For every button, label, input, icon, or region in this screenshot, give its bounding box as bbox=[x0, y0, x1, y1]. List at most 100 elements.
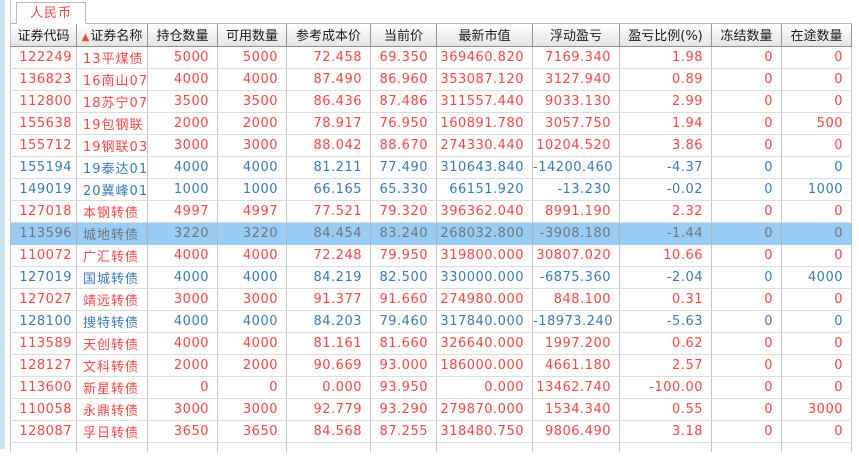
table-row[interactable]: 113600 新星转债 0 0 0.000 93.950 0.000 13462.740 -10… bbox=[10, 376, 852, 399]
column-header-pl_pct[interactable]: 盈亏比例(%) bbox=[619, 24, 712, 47]
cell-position: 2000 bbox=[147, 112, 218, 135]
cell-position: 0 bbox=[147, 376, 218, 399]
cell-pl: 9033.130 bbox=[532, 90, 620, 113]
table-row[interactable]: 128087 孚日转债 3650 3650 84.568 87.255 318480.750… bbox=[10, 420, 852, 443]
column-header-label: 浮动盈亏 bbox=[549, 29, 602, 45]
cell-code: 127027 bbox=[10, 288, 77, 311]
column-header-position[interactable]: 持仓数量 bbox=[147, 24, 218, 47]
cell-available: 4000 bbox=[217, 310, 287, 333]
cell-in_transit: 0 bbox=[781, 90, 852, 113]
column-header-available[interactable]: 可用数量 bbox=[217, 24, 287, 47]
cell-code: 113596 bbox=[10, 222, 77, 245]
cell-code: 128087 bbox=[10, 420, 77, 443]
table-row[interactable]: 128100 搜特转债 4000 4000 84.203 79.460 317840.000… bbox=[10, 310, 852, 333]
table-row[interactable]: 128127 文科转债 2000 2000 90.669 93.000 186000.000… bbox=[10, 354, 852, 377]
column-header-name[interactable]: ▲证券名称 bbox=[76, 24, 148, 47]
cell-code: 112800 bbox=[10, 90, 77, 113]
cell-pl: 7169.340 bbox=[532, 46, 620, 69]
table-row[interactable]: 155638 19包钢联 2000 2000 78.917 76.950 160891.78… bbox=[10, 112, 852, 135]
table-row[interactable]: 113596 城地转债 3220 3220 84.454 83.240 268032.800… bbox=[10, 222, 852, 245]
cell-pl: -3908.180 bbox=[532, 222, 620, 245]
cell-frozen: 0 bbox=[711, 332, 782, 355]
cell-name: 19泰达01 bbox=[76, 156, 148, 179]
cell-in_transit: 0 bbox=[781, 244, 852, 267]
table-row[interactable]: 149019 20冀峰01 1000 1000 66.165 65.330 66151.92… bbox=[10, 178, 852, 201]
cell-current: 87.255 bbox=[370, 420, 437, 443]
cell-code: 128100 bbox=[10, 310, 77, 333]
table-header: 证券代码 ▲证券名称 持仓数量 可用数量 参考成本价 当前价 最新市值 浮动盈亏 盈亏比例(%)… bbox=[10, 24, 852, 47]
cell-code: 110072 bbox=[10, 244, 77, 267]
column-header-label: 证券代码 bbox=[17, 29, 70, 45]
cell-pl_pct: 3.18 bbox=[619, 420, 712, 443]
table-row[interactable]: 110058 永鼎转债 3000 3000 92.779 93.290 279870.000… bbox=[10, 398, 852, 421]
cell-current: 65.330 bbox=[370, 178, 437, 201]
cell-frozen: 0 bbox=[711, 68, 782, 91]
cell-pl: -6875.360 bbox=[532, 266, 620, 289]
cell-current: 87.486 bbox=[370, 90, 437, 113]
cell-available: 2000 bbox=[217, 354, 287, 377]
table-row[interactable]: 127018 本钢转债 4997 4997 77.521 79.320 396362.040… bbox=[10, 200, 852, 223]
column-header-label: 在途数量 bbox=[790, 29, 843, 45]
column-header-in_transit[interactable]: 在途数量 bbox=[781, 24, 852, 47]
table-row[interactable]: 155712 19钢联03 3000 3000 88.042 88.670 274330.4… bbox=[10, 134, 852, 157]
sort-ascending-icon: ▲ bbox=[81, 32, 90, 44]
cell-market_value: 396362.040 bbox=[436, 200, 533, 223]
cell-position: 1000 bbox=[147, 178, 218, 201]
cell-frozen: 0 bbox=[711, 420, 782, 443]
cell-in_transit: 0 bbox=[781, 68, 852, 91]
table-row[interactable]: 127019 国城转债 4000 4000 84.219 82.500 330000.000… bbox=[10, 266, 852, 289]
cell-in_transit: 0 bbox=[781, 310, 852, 333]
table-row[interactable]: 110072 广汇转债 4000 4000 72.248 79.950 319800.000… bbox=[10, 244, 852, 267]
table-row[interactable]: 122249 13平煤债 5000 5000 72.458 69.350 369460.82… bbox=[10, 46, 852, 69]
cell-in_transit: 1000 bbox=[781, 178, 852, 201]
cell-name: 天创转债 bbox=[76, 332, 148, 355]
cell-market_value: 326640.000 bbox=[436, 332, 533, 355]
table-row[interactable]: 113589 天创转债 4000 4000 81.161 81.660 326640.000… bbox=[10, 332, 852, 355]
column-header-frozen[interactable]: 冻结数量 bbox=[711, 24, 782, 47]
cell-in_transit: 0 bbox=[781, 354, 852, 377]
positions-panel: 人民币 证券代码 ▲证券名称 持仓数量 可用数量 参考成本价 当前价 最新市值 浮动盈亏 盈亏比… bbox=[10, 0, 852, 452]
column-header-pl[interactable]: 浮动盈亏 bbox=[532, 24, 620, 47]
table-row[interactable]: 155194 19泰达01 4000 4000 81.211 77.490 310643.8… bbox=[10, 156, 852, 179]
cell-position: 4000 bbox=[147, 310, 218, 333]
column-header-current[interactable]: 当前价 bbox=[370, 24, 437, 47]
cell-in_transit: 4000 bbox=[781, 266, 852, 289]
cell-pl: 4661.180 bbox=[532, 354, 620, 377]
cell-code: 113600 bbox=[10, 376, 77, 399]
table-row[interactable]: 136823 16南山07 4000 4000 87.490 86.960 353087.1… bbox=[10, 68, 852, 91]
cell-pl_pct: -4.37 bbox=[619, 156, 712, 179]
cell-position: 3000 bbox=[147, 288, 218, 311]
cell-cost: 81.211 bbox=[286, 156, 371, 179]
cell-name: 孚日转债 bbox=[76, 420, 148, 443]
column-header-label: 参考成本价 bbox=[295, 29, 361, 45]
cell-pl_pct: -0.02 bbox=[619, 178, 712, 201]
cell-pl_pct: 2.32 bbox=[619, 200, 712, 223]
cell-code: 113589 bbox=[10, 332, 77, 355]
table-body: 122249 13平煤债 5000 5000 72.458 69.350 369460.82… bbox=[10, 46, 852, 452]
cell-cost: 72.248 bbox=[286, 244, 371, 267]
empty-cell bbox=[619, 442, 712, 452]
cell-pl: -18973.240 bbox=[532, 310, 620, 333]
column-header-cost[interactable]: 参考成本价 bbox=[286, 24, 371, 47]
cell-market_value: 369460.820 bbox=[436, 46, 533, 69]
tab-rmb[interactable]: 人民币 bbox=[16, 2, 87, 24]
cell-cost: 87.490 bbox=[286, 68, 371, 91]
column-header-code[interactable]: 证券代码 bbox=[10, 24, 77, 47]
table-row[interactable]: 112800 18苏宁07 3500 3500 86.436 87.486 311557.4… bbox=[10, 90, 852, 113]
window-left-edge bbox=[0, 0, 5, 449]
cell-cost: 66.165 bbox=[286, 178, 371, 201]
tab-rmb-label: 人民币 bbox=[30, 6, 73, 21]
cell-available: 3000 bbox=[217, 398, 287, 421]
cell-market_value: 353087.120 bbox=[436, 68, 533, 91]
cell-name: 永鼎转债 bbox=[76, 398, 148, 421]
cell-pl: 8991.190 bbox=[532, 200, 620, 223]
column-header-market_value[interactable]: 最新市值 bbox=[436, 24, 533, 47]
cell-market_value: 186000.000 bbox=[436, 354, 533, 377]
cell-code: 155194 bbox=[10, 156, 77, 179]
cell-in_transit: 0 bbox=[781, 332, 852, 355]
cell-available: 3500 bbox=[217, 90, 287, 113]
table-row[interactable]: 127027 靖远转债 3000 3000 91.377 91.660 274980.000… bbox=[10, 288, 852, 311]
cell-position: 3650 bbox=[147, 420, 218, 443]
cell-frozen: 0 bbox=[711, 266, 782, 289]
cell-pl: 3057.750 bbox=[532, 112, 620, 135]
